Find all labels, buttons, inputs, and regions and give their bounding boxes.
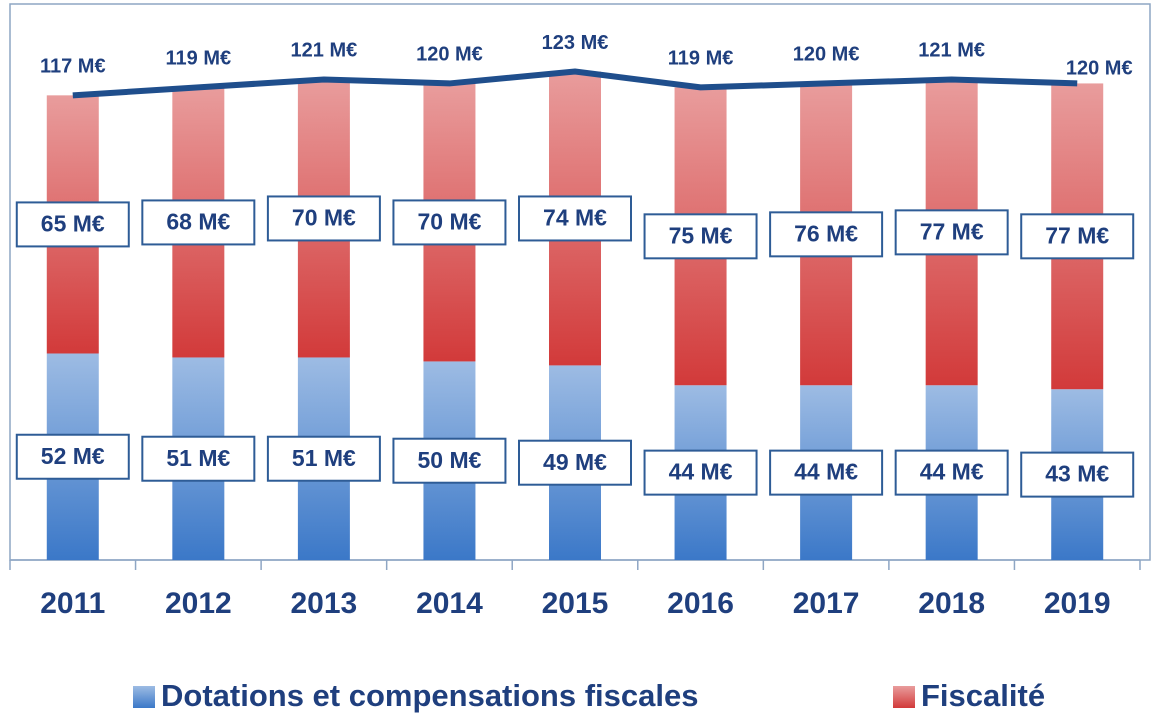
line-label: 117 M€: [40, 56, 106, 78]
x-tick-label: 2018: [918, 587, 985, 620]
label-box: [518, 195, 632, 242]
x-tick-label: 2014: [416, 587, 483, 620]
data-label: 77 M€: [920, 218, 984, 244]
data-label: 51 M€: [166, 445, 230, 471]
label-box: [518, 439, 632, 486]
legend-swatch: [133, 686, 155, 708]
x-tick-label: 2013: [291, 587, 358, 620]
data-label: 68 M€: [166, 209, 230, 235]
data-label: 51 M€: [292, 445, 356, 471]
line-label: 119 M€: [668, 48, 734, 70]
data-label: 70 M€: [292, 205, 356, 231]
label-box: [894, 209, 1009, 256]
line-label: 120 M€: [793, 44, 860, 66]
x-tick-label: 2019: [1044, 587, 1111, 620]
data-label: 44 M€: [920, 459, 984, 485]
label-box: [643, 213, 758, 260]
data-label: 44 M€: [669, 459, 733, 485]
label-box: [1020, 213, 1135, 260]
label-box: [894, 449, 1009, 496]
label-box: [266, 435, 381, 482]
label-box: [392, 437, 507, 484]
data-label: 76 M€: [794, 220, 858, 246]
label-box: [392, 199, 507, 246]
x-tick-label: 2015: [542, 587, 609, 620]
data-label: 43 M€: [1045, 461, 1109, 487]
label-box: [1020, 451, 1135, 498]
legend-swatch: [893, 686, 915, 708]
x-tick-label: 2017: [793, 587, 860, 620]
data-label: 74 M€: [543, 205, 607, 231]
data-label: 49 M€: [543, 449, 607, 475]
line-label: 123 M€: [542, 32, 609, 54]
data-label: 52 M€: [41, 443, 105, 469]
legend-label: Dotations et compensations fiscales: [161, 678, 698, 713]
label-box: [266, 195, 381, 242]
line-label: 121 M€: [918, 40, 985, 62]
legend-label: Fiscalité: [921, 678, 1045, 713]
label-box: [141, 199, 256, 246]
data-label: 44 M€: [794, 459, 858, 485]
data-label: 50 M€: [417, 447, 481, 473]
line-label: 120 M€: [416, 44, 483, 66]
line-label: 120 M€: [1066, 58, 1133, 80]
label-box: [769, 449, 884, 496]
label-box: [141, 435, 256, 482]
data-label: 70 M€: [417, 209, 481, 235]
data-label: 77 M€: [1045, 222, 1109, 248]
data-label: 65 M€: [41, 210, 105, 236]
label-box: [769, 211, 884, 258]
line-label: 121 M€: [291, 40, 358, 62]
x-tick-label: 2012: [165, 587, 232, 620]
x-tick-label: 2011: [40, 587, 105, 620]
line-label: 119 M€: [166, 48, 232, 70]
label-box: [15, 201, 130, 248]
x-tick-label: 2016: [667, 587, 734, 620]
total-line: [72, 68, 1078, 99]
data-label: 75 M€: [669, 222, 733, 248]
label-box: [643, 449, 758, 496]
label-box: [15, 433, 130, 480]
